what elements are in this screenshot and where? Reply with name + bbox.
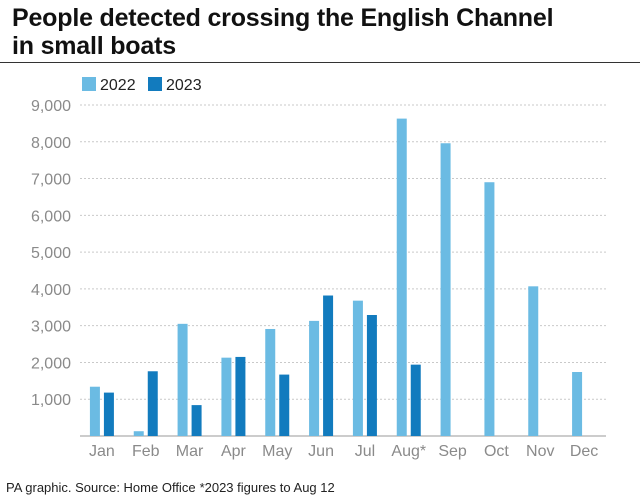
x-tick-label: Oct [484, 443, 509, 460]
bar-2023-Jul [366, 315, 377, 436]
source-footer: PA graphic. Source: Home Office *2023 fig… [6, 480, 339, 495]
x-tick-label: Jan [89, 443, 115, 460]
y-tick-label: 9,000 [31, 98, 71, 115]
bar-2023-Feb [147, 371, 158, 436]
x-tick-label: Sep [438, 443, 467, 460]
y-tick-label: 4,000 [31, 282, 71, 299]
legend-label-2023: 2023 [166, 77, 202, 94]
legend-swatch-2022 [82, 77, 96, 91]
bar-2022-Dec [572, 372, 583, 436]
x-tick-label: Dec [570, 443, 598, 460]
title-divider [0, 62, 640, 63]
bar-2022-Mar [177, 323, 188, 436]
bar-2022-Jan [89, 386, 100, 436]
bar-2022-Feb [133, 431, 144, 436]
bar-2022-Jun [309, 320, 320, 436]
bar-2023-Jun [323, 295, 334, 436]
y-tick-label: 3,000 [31, 319, 71, 336]
chart-title-line-2: in small boats [12, 32, 176, 60]
bar-2022-Oct [484, 182, 495, 436]
x-tick-label: Jun [308, 443, 334, 460]
bar-2022-Aug [396, 118, 407, 436]
y-tick-label: 2,000 [31, 355, 71, 372]
x-tick-label: May [262, 443, 292, 460]
source-note: *2023 figures to Aug 12 [199, 480, 335, 495]
bar-2022-May [265, 328, 276, 436]
bar-2023-Mar [191, 405, 202, 436]
bar-2022-Sep [440, 143, 451, 436]
x-tick-label: Jul [355, 443, 375, 460]
bar-2022-Apr [221, 357, 232, 436]
x-tick-label: Mar [176, 443, 204, 460]
chart-title: People detected crossing the English Cha… [12, 4, 632, 60]
bar-2023-May [279, 374, 290, 436]
bar-2023-Aug [410, 364, 421, 436]
legend-label-2022: 2022 [100, 77, 136, 94]
x-tick-label: Aug* [391, 443, 426, 460]
y-tick-label: 1,000 [31, 392, 71, 409]
x-tick-label: Feb [132, 443, 160, 460]
y-tick-label: 6,000 [31, 208, 71, 225]
bar-2022-Nov [528, 286, 539, 436]
bar-2022-Jul [352, 300, 363, 436]
legend-swatch-2023 [148, 77, 162, 91]
y-tick-label: 8,000 [31, 135, 71, 152]
chart-title-line-1: People detected crossing the English Cha… [12, 4, 554, 32]
x-tick-label: Apr [221, 443, 247, 460]
bar-2023-Jan [103, 392, 114, 436]
bar-2023-Apr [235, 356, 246, 436]
y-tick-label: 7,000 [31, 172, 71, 189]
source-credit: PA graphic. Source: Home Office [6, 480, 196, 495]
x-tick-label: Nov [526, 443, 554, 460]
y-tick-label: 5,000 [31, 245, 71, 262]
